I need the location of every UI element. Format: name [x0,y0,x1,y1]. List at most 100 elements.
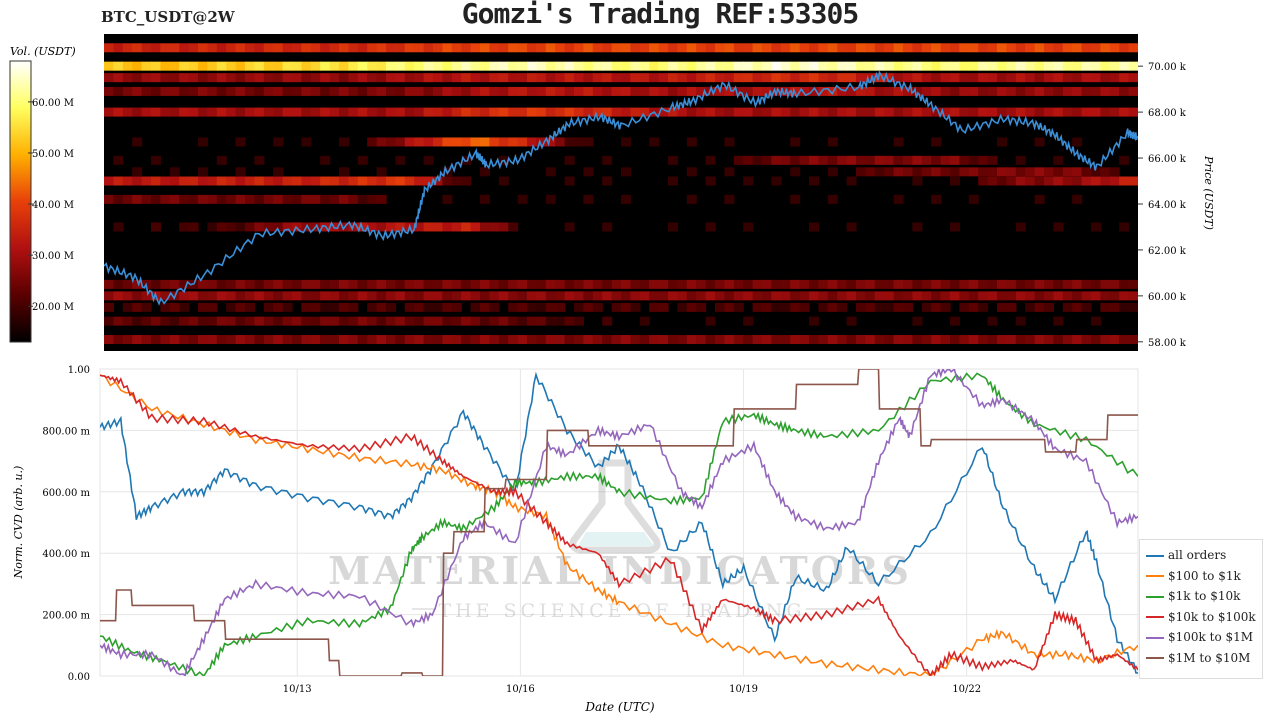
heatmap-cell [668,43,678,53]
heatmap-cell [329,61,340,71]
heatmap-cell [301,73,312,83]
heatmap-cell [207,73,218,83]
heatmap-cell [630,107,641,117]
heatmap-cell [621,279,631,289]
heatmap-cell [273,86,284,96]
heatmap-cell [602,176,613,186]
heatmap-cell [1072,302,1083,312]
heatmap-cell [950,222,960,232]
heatmap-cell [1053,222,1064,232]
heatmap-cell [611,335,622,345]
heatmap-cell [912,291,923,301]
heatmap-cell [987,43,998,53]
heatmap-cell [1091,167,1101,177]
heatmap-cell [790,302,801,312]
heatmap-cell [1044,61,1054,71]
heatmap-cell [884,302,895,312]
heatmap-cell [686,291,697,301]
heatmap-cell [1091,176,1101,186]
heatmap-cell [856,302,866,312]
heatmap-cell [310,335,321,345]
heatmap-cell [1081,86,1092,96]
heatmap-cell [254,43,265,53]
heatmap-cell [1006,43,1017,53]
heatmap-cell [517,302,528,312]
heatmap-cell [404,137,415,147]
heatmap-cell [856,155,866,165]
heatmap-cell [301,43,312,53]
heatmap-cell [141,43,152,53]
heatmap-cell [1006,176,1017,186]
heatmap-cell [1109,73,1120,83]
heatmap-cell [724,335,735,345]
heatmap-cell [1062,279,1073,289]
heatmap-cell [968,279,979,289]
heatmap-cell [893,302,904,312]
pair-label: BTC_USDT@2W [101,8,235,26]
cvd-line-2 [100,372,1138,676]
heatmap-cell [545,107,556,117]
heatmap-cell [132,335,143,345]
heatmap-cell [874,302,885,312]
heatmap-cell [639,335,650,345]
heatmap-cell [235,43,246,53]
heatmap-cell [705,335,716,345]
heatmap-cell [818,302,829,312]
cvd-x-tick-label: 10/16 [506,684,535,695]
heatmap-cell [508,137,519,147]
heatmap-cell [1091,73,1101,83]
heatmap-cell [198,335,208,345]
heatmap-cell [931,335,942,345]
heatmap-cell [959,167,970,177]
legend-swatch [1146,616,1164,618]
heatmap-cell [376,61,387,71]
heatmap-cell [997,176,1007,186]
heatmap-cell [940,302,951,312]
heatmap-cell [273,316,284,326]
heatmap-cell [423,43,434,53]
heatmap-cell [1081,176,1092,186]
heatmap-cell [169,316,180,326]
heatmap-cell [386,73,396,83]
heatmap-cell [1128,335,1138,345]
heatmap-cell [846,291,857,301]
heatmap-cell [442,302,453,312]
heatmap-cell [968,107,979,117]
heatmap-cell [104,279,114,289]
heatmap-cell [376,107,387,117]
heatmap-cell [903,61,913,71]
heatmap-cell [921,279,932,289]
heatmap-cell [329,43,340,53]
heatmap-cell [827,335,838,345]
heatmap-cell [799,86,810,96]
heatmap-cell [1006,291,1017,301]
heatmap-cell [1006,335,1017,345]
heatmap-cell [865,86,876,96]
heatmap-cell [1119,61,1130,71]
heatmap-cell [790,43,801,53]
flask-icon [569,459,661,554]
heatmap-cell [216,61,227,71]
heatmap-cell [799,302,810,312]
heatmap-cell [733,279,744,289]
heatmap-cell [1100,107,1111,117]
heatmap-cell [480,222,490,232]
heatmap-cell [508,43,519,53]
heatmap-cell [132,73,143,83]
heatmap-cell [827,291,838,301]
heatmap-cell [376,86,387,96]
heatmap-cell [931,302,942,312]
heatmap-cell [790,86,801,96]
heatmap-cell [527,302,537,312]
heatmap-cell [874,155,885,165]
heatmap-cell [132,61,143,71]
heatmap-cell [395,107,406,117]
heatmap-cell [1015,279,1026,289]
heatmap-cell [160,86,171,96]
heatmap-cell [254,73,265,83]
heatmap-cell [555,279,566,289]
heatmap-cell [931,137,942,147]
heatmap-cell [235,137,246,147]
heatmap-cell [639,279,650,289]
heatmap-cell [978,176,989,186]
